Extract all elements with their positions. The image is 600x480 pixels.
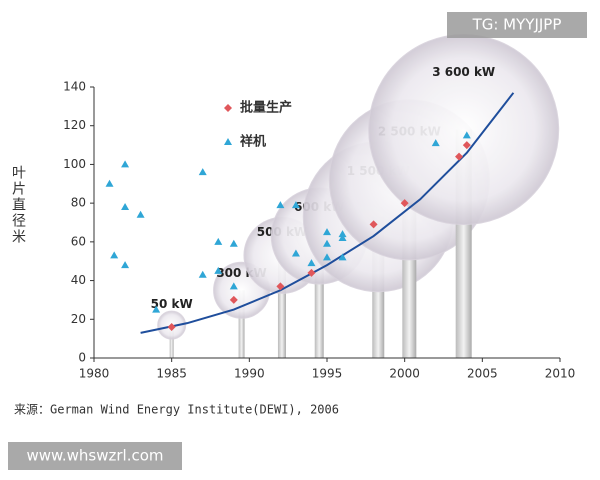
triangle-marker <box>323 253 331 261</box>
diamond-marker <box>369 220 378 229</box>
y-tick-label: 40 <box>71 273 86 287</box>
watermark: www.whswzrl.com <box>26 447 163 465</box>
source: 来源：German Wind Energy Institute(DEWI), 2… <box>14 403 339 417</box>
diamond-marker <box>276 282 285 291</box>
tower <box>314 236 324 358</box>
triangle-marker <box>229 239 238 247</box>
y-tick-label: 120 <box>63 118 86 132</box>
turbine-label: 3 600 kW <box>432 65 495 79</box>
triangle-marker <box>105 179 114 187</box>
y-tick-label: 100 <box>63 157 86 171</box>
x-tick-label: 2005 <box>467 367 498 381</box>
triangle-marker <box>224 138 232 145</box>
turbine-label: 50 kW <box>151 297 193 311</box>
triangle-marker <box>229 282 238 290</box>
triangle-marker <box>110 251 119 259</box>
diamond-marker <box>455 152 464 161</box>
triangle-marker <box>431 139 440 147</box>
y-tick-label: 20 <box>71 312 86 326</box>
y-axis-label: 叶片直径米 <box>10 165 26 245</box>
triangle-marker <box>462 131 471 139</box>
x-tick-label: 1995 <box>312 367 343 381</box>
tower <box>277 255 286 358</box>
triangle-marker <box>214 237 223 245</box>
triangle-marker <box>121 261 130 269</box>
diamond-marker <box>224 104 232 112</box>
watermark-box <box>8 442 182 470</box>
diamond-marker <box>229 295 238 304</box>
y-tick-label: 60 <box>71 234 86 248</box>
tower <box>238 290 245 358</box>
diamond-marker <box>400 199 409 208</box>
triangle-marker <box>291 249 300 257</box>
triangle-marker <box>121 160 130 168</box>
triangle-marker <box>198 168 207 176</box>
watermark: TG: MYYJJPP <box>472 16 562 34</box>
plot: 0 20 40 60 80 100 120 140 1980 1985 1990 1995 2000 20… <box>63 80 575 381</box>
triangle-marker <box>338 230 347 238</box>
triangle-marker <box>338 233 347 241</box>
watermark-box <box>447 12 587 38</box>
diamond-marker <box>462 141 471 150</box>
x-tick-label: 2000 <box>389 367 420 381</box>
legend-label: 批量生产 <box>240 100 292 116</box>
triangle-marker <box>307 259 316 267</box>
triangle-marker <box>121 203 130 211</box>
x-tick-label: 1980 <box>79 367 110 381</box>
y-tick-label: 80 <box>71 196 86 210</box>
triangle-marker <box>276 201 285 209</box>
x-tick-label: 1990 <box>234 367 265 381</box>
tower <box>169 325 174 358</box>
triangle-marker <box>323 228 331 236</box>
triangle-marker <box>338 253 347 261</box>
rotor-disk <box>368 34 560 226</box>
diamond-marker <box>307 268 316 277</box>
x-tick-label: 2010 <box>545 367 576 381</box>
triangle-marker <box>291 201 300 209</box>
legend-label: 祥机 <box>240 134 266 150</box>
triangle-marker <box>214 266 223 274</box>
y-tick-label: 140 <box>63 80 86 94</box>
y-tick-label: 0 <box>78 351 86 365</box>
triangle-marker <box>323 239 331 247</box>
triangle-marker <box>136 210 145 218</box>
trend-line <box>140 92 515 334</box>
diamond-marker <box>167 323 176 332</box>
triangle-marker <box>198 270 207 278</box>
x-tick-label: 1985 <box>156 367 187 381</box>
triangle-marker <box>152 305 161 313</box>
